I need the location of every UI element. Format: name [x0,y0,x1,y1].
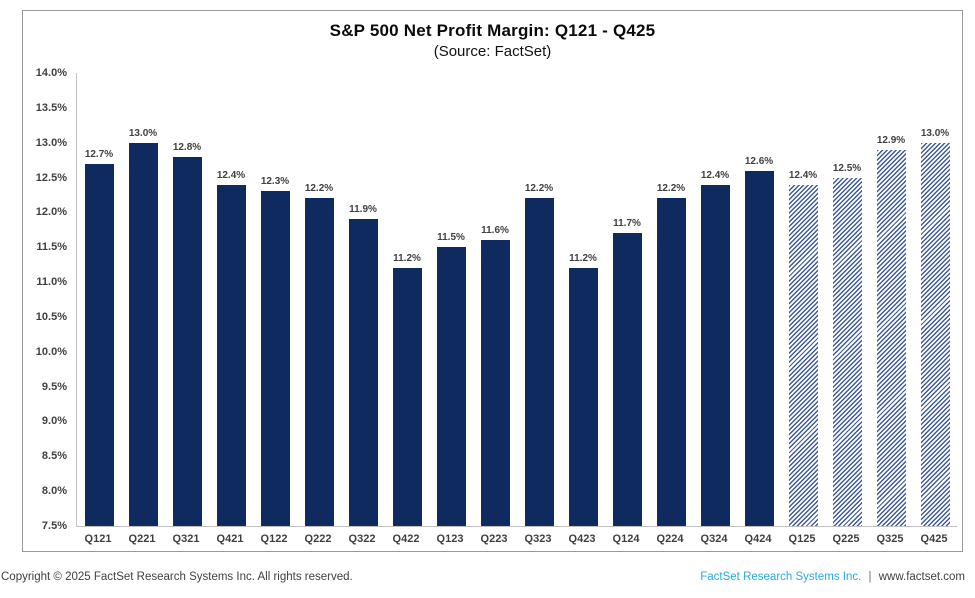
y-tick-label: 12.5% [35,171,67,184]
y-tick-label: 7.5% [41,520,67,532]
x-tick-label: Q421 [216,533,244,545]
bar-estimate [832,177,862,526]
footer-separator: | [868,571,872,583]
bar-value-label: 11.5% [437,232,465,244]
y-tick-label: 12.0% [35,206,67,219]
y-tick-label: 8.5% [41,450,67,463]
bar-estimate [920,142,950,526]
x-tick-label: Q322 [348,533,376,545]
bar [260,191,290,526]
y-tick-label: 9.0% [41,415,67,428]
bar-value-label: 12.9% [876,134,906,146]
bar [304,198,334,526]
bar-value-label: 12.2% [656,183,686,195]
y-tick-label: 13.5% [35,101,67,114]
bar-estimate [788,184,818,526]
x-tick-label: Q123 [436,533,464,545]
y-tick-label: 14.0% [35,67,67,79]
bar-value-label: 13.0% [920,127,950,139]
bar-value-label: 12.6% [744,155,774,167]
bar-value-label: 12.4% [700,169,730,181]
x-tick-label: Q224 [656,533,684,545]
x-tick-label: Q225 [832,533,860,545]
footer-links: FactSet Research Systems Inc. | www.fact… [700,567,965,587]
bar [524,198,554,526]
x-tick-label: Q125 [788,533,816,545]
bar-value-label: 12.2% [524,183,554,195]
plot-area: 12.7% 13.0% 12.8% 12.4% 12.3% 12.2% 11.9% 11.2%… [76,73,957,527]
bar-value-label: 13.0% [128,127,158,139]
y-axis-labels: 14.0% 13.5% 13.0% 12.5% 12.0% 11.5% 11.0% 10.5%… [23,67,70,532]
bar-value-label: 12.8% [172,141,202,153]
y-tick-label: 10.5% [35,310,67,323]
bar-value-label: 12.7% [84,148,114,160]
bar-value-label: 11.2% [393,253,421,265]
bar [568,268,598,526]
x-tick-label: Q323 [524,533,552,545]
y-tick-label: 11.0% [36,276,67,289]
bar [348,219,378,526]
website-text: www.factset.com [878,571,965,583]
bar-value-label: 12.5% [832,162,862,174]
bar [128,142,158,526]
bar [216,184,246,526]
x-tick-label: Q425 [920,533,948,545]
x-tick-label: Q422 [392,533,420,545]
x-tick-label: Q424 [744,533,772,545]
copyright-text: Copyright © 2025 FactSet Research System… [1,571,353,583]
bar [612,233,642,526]
bar-value-label: 12.3% [260,176,290,188]
x-tick-label: Q324 [700,533,728,545]
x-tick-label: Q223 [480,533,508,545]
bar-value-label: 12.2% [304,183,334,195]
x-tick-label: Q423 [568,533,596,545]
y-tick-label: 13.0% [35,136,67,149]
footer: Copyright © 2025 FactSet Research System… [0,567,975,587]
bar [392,268,422,526]
x-tick-label: Q222 [304,533,332,545]
y-tick-label: 10.0% [35,345,67,358]
bar [744,170,774,526]
bar [436,247,466,526]
bar-value-label: 11.6% [481,225,509,237]
x-tick-label: Q325 [876,533,904,545]
chart-frame: S&P 500 Net Profit Margin: Q121 - Q425 (… [22,10,963,552]
bar-value-label: 12.4% [788,169,818,181]
chart-subtitle: (Source: FactSet) [433,43,552,60]
x-tick-label: Q221 [128,533,156,545]
bar [84,163,114,526]
bar-value-label: 12.4% [216,169,246,181]
bar [172,156,202,526]
bar-value-label: 11.7% [613,218,641,230]
bar-value-label: 11.9% [349,204,377,216]
chart-title: S&P 500 Net Profit Margin: Q121 - Q425 [329,21,656,40]
x-axis-labels: Q121 Q221 Q321 Q421 Q122 Q222 Q322 Q422 Q123 Q223… [76,532,956,548]
bar [656,198,686,526]
y-tick-label: 8.0% [41,485,67,498]
bar [700,184,730,526]
x-tick-label: Q321 [172,533,200,545]
x-tick-label: Q124 [612,533,640,545]
factset-link[interactable]: FactSet Research Systems Inc. [700,571,862,583]
y-tick-label: 9.5% [41,380,67,393]
bar-estimate [876,149,906,526]
x-tick-label: Q121 [84,533,112,545]
bar [480,240,510,526]
y-tick-label: 11.5% [36,241,67,254]
x-tick-label: Q122 [260,533,288,545]
bar-value-label: 11.2% [569,253,597,265]
